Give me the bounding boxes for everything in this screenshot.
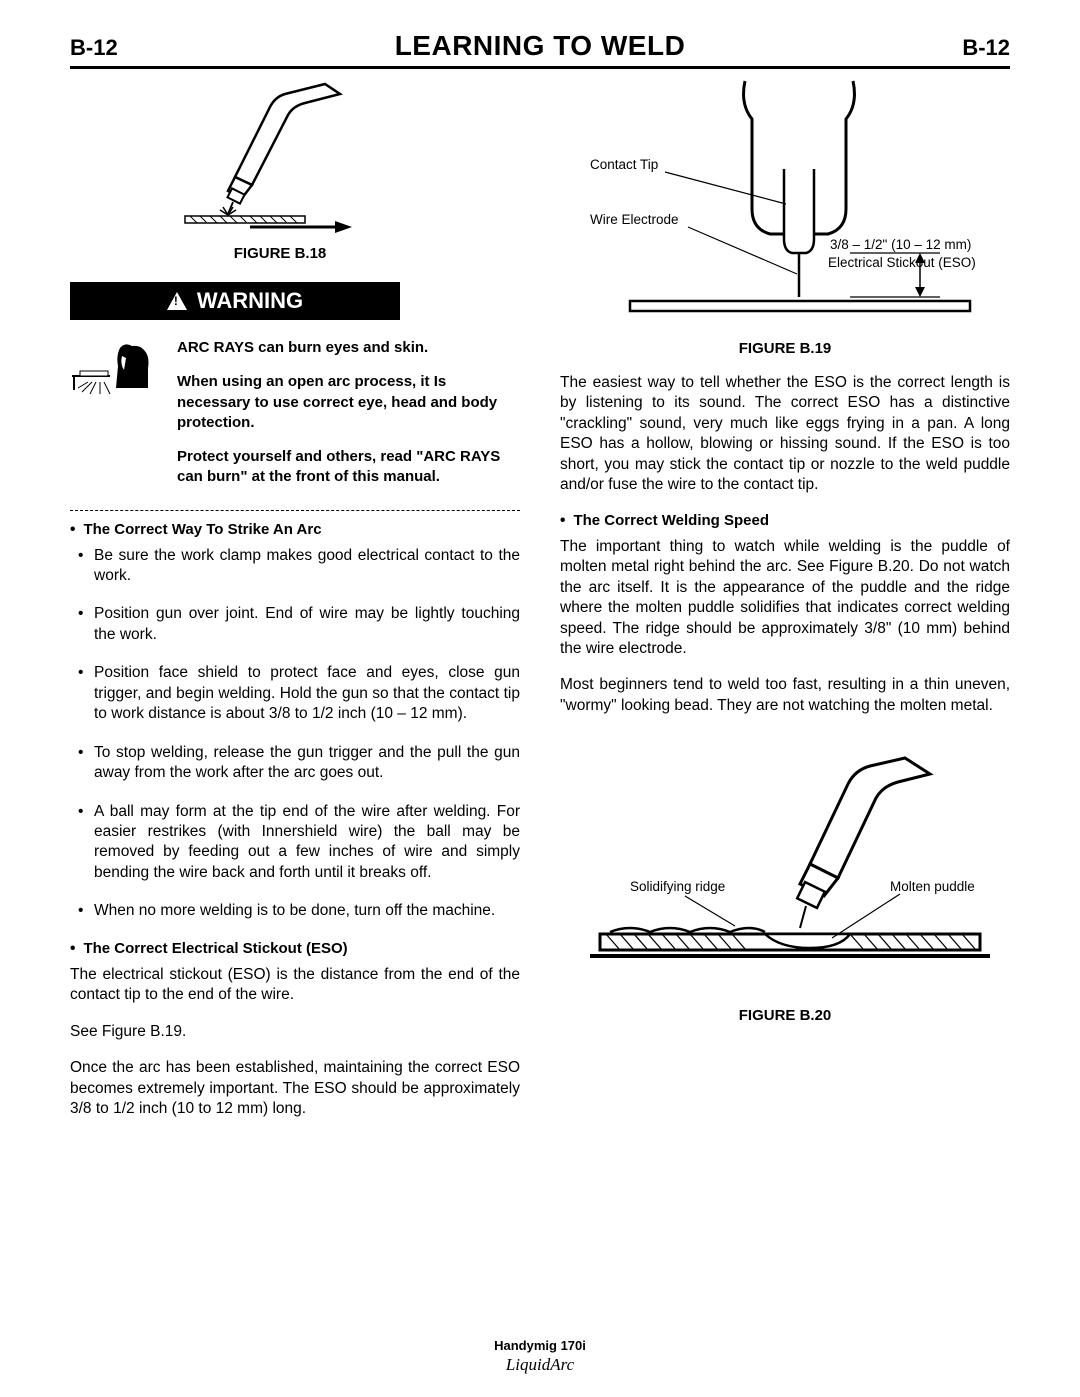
speed-body: The important thing to watch while weldi… — [560, 537, 1010, 717]
list-item: When no more welding is to be done, turn… — [94, 901, 520, 921]
strike-arc-heading-row: • The Correct Way To Strike An Arc — [70, 521, 520, 542]
strike-arc-heading: The Correct Way To Strike An Arc — [83, 521, 321, 538]
bullet-dot: • — [560, 512, 565, 530]
footer-brand: LiquidArc — [0, 1355, 1080, 1375]
svg-text:Electrical Stickout (ESO): Electrical Stickout (ESO) — [828, 255, 976, 270]
list-item: Position face shield to protect face and… — [94, 663, 520, 724]
two-column-layout: FIGURE B.18 WARNING — [70, 79, 1010, 1136]
dashed-separator — [70, 510, 520, 511]
list-item: A ball may form at the tip end of the wi… — [94, 802, 520, 884]
svg-text:Molten puddle: Molten puddle — [890, 879, 975, 894]
speed-p1: The important thing to watch while weldi… — [560, 537, 1010, 660]
eso-p2: See Figure B.19. — [70, 1022, 520, 1042]
eso-p3: Once the arc has been established, maint… — [70, 1058, 520, 1119]
welding-gun-icon — [180, 79, 380, 234]
list-item: To stop welding, release the gun trigger… — [94, 743, 520, 784]
warning-p1: ARC RAYS can burn eyes and skin. — [177, 338, 520, 358]
list-item: Be sure the work clamp makes good electr… — [94, 546, 520, 587]
warning-triangle-icon — [167, 292, 187, 310]
bullet-dot: • — [70, 521, 75, 539]
eso-heading: The Correct Electrical Stickout (ESO) — [83, 940, 347, 957]
warning-text: ARC RAYS can burn eyes and skin. When us… — [177, 338, 520, 502]
bullet-dot: • — [70, 940, 75, 958]
speed-heading-row: • The Correct Welding Speed — [560, 512, 1010, 533]
figure-b18-caption: FIGURE B.18 — [130, 245, 430, 262]
page-footer: Handymig 170i LiquidArc — [0, 1338, 1080, 1375]
svg-text:3/8 – 1/2" (10 – 12 mm): 3/8 – 1/2" (10 – 12 mm) — [830, 237, 971, 252]
footer-model: Handymig 170i — [0, 1338, 1080, 1353]
speed-heading: The Correct Welding Speed — [573, 512, 769, 529]
page-number-left: B-12 — [70, 35, 118, 61]
svg-text:Wire Electrode: Wire Electrode — [590, 212, 679, 227]
page-header: B-12 LEARNING TO WELD B-12 — [70, 30, 1010, 69]
warning-banner: WARNING — [70, 282, 400, 320]
warning-body: ARC RAYS can burn eyes and skin. When us… — [70, 338, 520, 502]
strike-arc-list: Be sure the work clamp makes good electr… — [70, 546, 520, 922]
warning-label: WARNING — [197, 288, 303, 314]
eso-diagram-icon: Contact Tip Wire Electrode 3/8 – 1/2" (1… — [570, 79, 1000, 329]
eso-body: The electrical stickout (ESO) is the dis… — [70, 965, 520, 1120]
eso-sound-paragraph: The easiest way to tell whether the ESO … — [560, 373, 1010, 496]
speed-p2: Most beginners tend to weld too fast, re… — [560, 675, 1010, 716]
eso-sound-p: The easiest way to tell whether the ESO … — [560, 373, 1010, 496]
left-column: FIGURE B.18 WARNING — [70, 79, 520, 1136]
list-item: Position gun over joint. End of wire may… — [94, 604, 520, 645]
svg-text:Contact Tip: Contact Tip — [590, 157, 658, 172]
arc-rays-icon — [70, 338, 165, 403]
figure-b19: Contact Tip Wire Electrode 3/8 – 1/2" (1… — [560, 79, 1010, 357]
warning-p3: Protect yourself and others, read "ARC R… — [177, 447, 520, 488]
right-column: Contact Tip Wire Electrode 3/8 – 1/2" (1… — [560, 79, 1010, 1136]
weld-puddle-diagram-icon: Solidifying ridge Molten puddle — [570, 756, 1000, 996]
figure-b18: FIGURE B.18 — [130, 79, 430, 262]
page-number-right: B-12 — [962, 35, 1010, 61]
figure-b20: Solidifying ridge Molten puddle FIGURE B… — [560, 756, 1010, 1024]
page-title: LEARNING TO WELD — [395, 30, 686, 62]
warning-p2: When using an open arc process, it Is ne… — [177, 372, 520, 433]
eso-p1: The electrical stickout (ESO) is the dis… — [70, 965, 520, 1006]
figure-b20-caption: FIGURE B.20 — [560, 1007, 1010, 1024]
figure-b19-caption: FIGURE B.19 — [560, 340, 1010, 357]
eso-heading-row: • The Correct Electrical Stickout (ESO) — [70, 940, 520, 961]
svg-text:Solidifying ridge: Solidifying ridge — [630, 879, 725, 894]
